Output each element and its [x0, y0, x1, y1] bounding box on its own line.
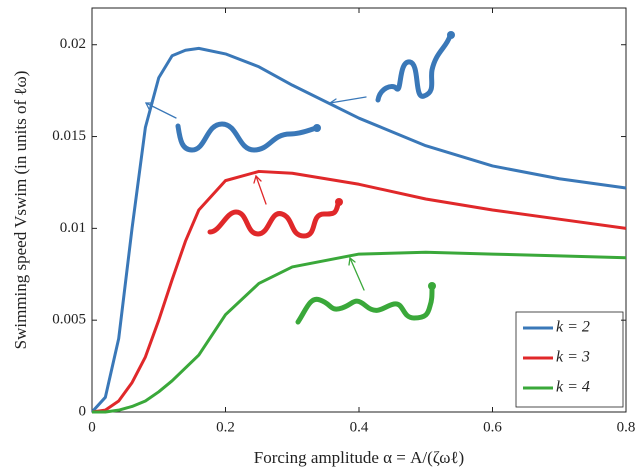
x-tick-label: 0.2: [216, 419, 235, 435]
x-axis-label: Forcing amplitude α = A/(ζωℓ): [254, 448, 464, 467]
y-tick-label: 0: [79, 403, 87, 419]
legend-label: k = 2: [556, 319, 590, 336]
y-tick-label: 0.02: [60, 36, 86, 52]
x-tick-label: 0.4: [350, 419, 369, 435]
series-line: [92, 250, 627, 414]
legend-label: k = 4: [556, 379, 590, 396]
illustrations: [144, 31, 455, 325]
x-tick-label: 0.6: [483, 419, 502, 435]
legend-label: k = 3: [556, 349, 590, 366]
y-axis-label: Swimming speed Vswim (in units of ℓω): [11, 71, 30, 350]
y-tick-label: 0.01: [60, 220, 86, 236]
y-tick-label: 0.005: [52, 312, 86, 328]
y-tick-label: 0.015: [52, 128, 86, 144]
x-tick-label: 0: [88, 419, 96, 435]
series-line: [90, 46, 627, 414]
series-line: [91, 169, 627, 414]
x-tick-label: 0.8: [617, 419, 636, 435]
